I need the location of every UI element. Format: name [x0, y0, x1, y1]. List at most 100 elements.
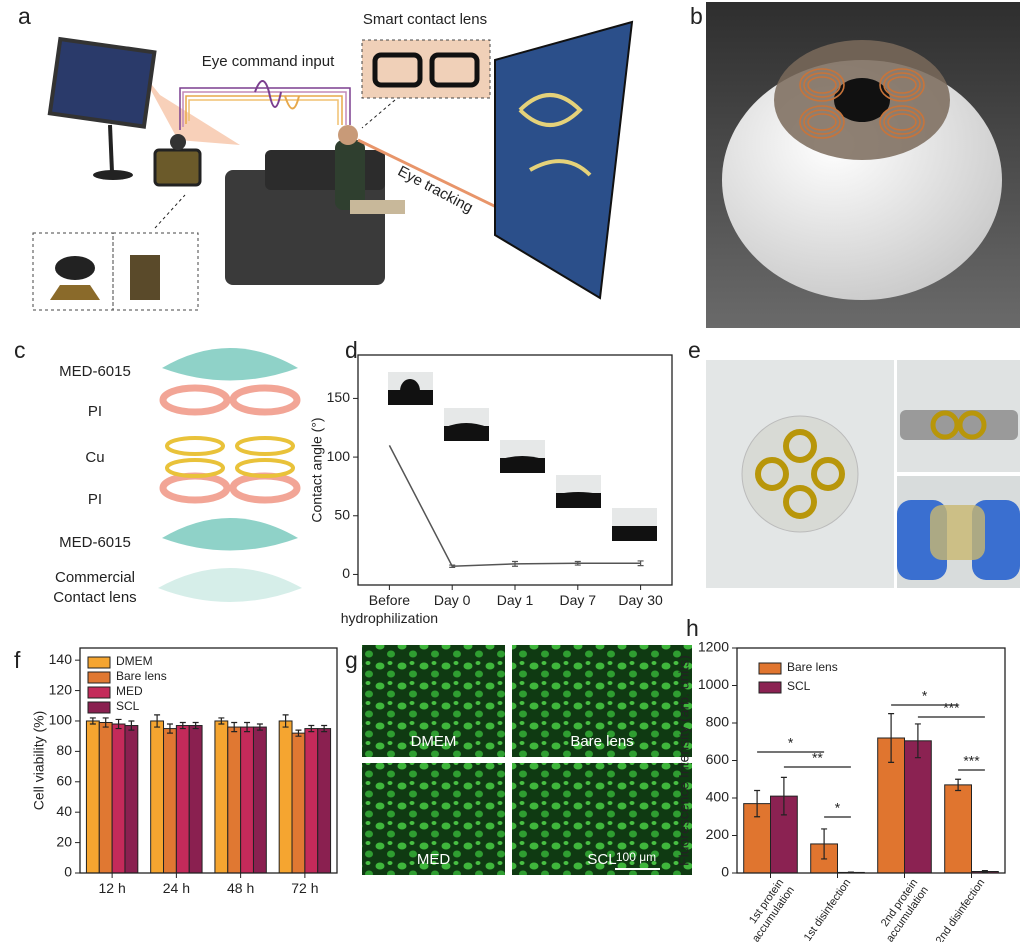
layer-cu: [165, 436, 225, 456]
error-bar: [256, 723, 263, 731]
pointer: [361, 99, 396, 129]
error-bar: [166, 723, 173, 734]
y-tick-label: 800: [706, 714, 730, 730]
bar: [163, 728, 177, 874]
illustration-label: Smart contact lens: [363, 11, 487, 28]
error-bar: [102, 717, 109, 728]
plot-frame: [79, 647, 338, 874]
x-tick-label-box: 72 h: [291, 880, 319, 896]
bar: [111, 723, 126, 874]
layer-label: Cu: [85, 449, 104, 466]
legend-label: MED: [116, 684, 143, 698]
plot-frame: [736, 647, 1006, 874]
droplet-base: [556, 493, 601, 508]
x-tick-label-box: 2nd protein accumulation: [878, 877, 931, 942]
layer-lens: [158, 568, 302, 602]
droplet-base: [388, 390, 433, 405]
glasses-inset: [361, 39, 491, 99]
coil: [811, 457, 845, 491]
painting-swirl: [518, 93, 592, 177]
bar: [304, 728, 319, 874]
micrograph: [362, 763, 505, 875]
coil: [883, 72, 921, 98]
y-tick-label: 150: [327, 389, 351, 405]
coil: [957, 410, 987, 440]
joint-part: [130, 255, 160, 300]
droplet: [558, 492, 599, 494]
layer-pi: [229, 472, 301, 504]
legend-swatch: [87, 656, 111, 669]
x-tick-label: Day 7: [559, 592, 597, 608]
bar: [98, 721, 113, 874]
error-bar: [115, 718, 122, 730]
coil: [879, 68, 925, 102]
bar: [904, 740, 932, 874]
layer-label: PI: [88, 491, 102, 508]
x-tick-label: 1st protein accumulation: [747, 877, 797, 942]
legend-label: SCL: [787, 679, 811, 693]
droplet-base: [444, 426, 489, 441]
coil: [807, 113, 837, 131]
y-tick-label: 20: [56, 833, 72, 849]
bar: [278, 720, 293, 874]
joint-base: [50, 285, 100, 300]
y-tick-label: 140: [49, 651, 73, 667]
coil: [807, 76, 837, 94]
x-tick-label: Day 30: [618, 592, 663, 608]
pupil: [834, 78, 890, 122]
micrograph: [512, 763, 692, 875]
coil: [783, 429, 817, 463]
coil: [887, 113, 917, 131]
micrograph-label: SCL: [587, 851, 616, 868]
bar: [944, 784, 973, 874]
legend-swatch: [87, 671, 111, 684]
y-tick-label: 50: [334, 506, 350, 522]
person-head: [338, 125, 358, 145]
error-bar: [888, 713, 895, 763]
x-tick-label-box: 12 h: [99, 880, 126, 896]
coil: [930, 410, 960, 440]
micrograph: [362, 645, 505, 757]
lens-stretched: [930, 505, 985, 560]
panel-letter: g: [345, 647, 358, 673]
y-tick-label: 0: [64, 864, 72, 880]
x-tick-label-box: 1st disinfection: [802, 877, 854, 942]
error-bar: [821, 828, 828, 860]
layer-cu: [235, 458, 295, 478]
legend-swatch: [87, 701, 111, 714]
x-tick-label: 48 h: [227, 880, 255, 896]
y-tick-label: 1200: [698, 639, 729, 655]
y-tick-label: 100: [327, 448, 351, 464]
significance-label: *: [835, 800, 841, 816]
robot-head: [170, 134, 186, 150]
micrograph: [512, 645, 692, 757]
error-bar: [449, 564, 456, 568]
scale-bar-label: 100 μm: [616, 850, 656, 864]
x-tick-label-box: Day 0: [434, 592, 471, 608]
panel-letter: c: [14, 337, 26, 363]
x-tick-label: Day 1: [496, 592, 534, 608]
bar: [252, 726, 267, 874]
y-tick-label: 600: [706, 751, 730, 767]
signal-line: [188, 99, 339, 125]
error-bar: [955, 778, 962, 792]
legend-label: DMEM: [116, 654, 153, 668]
error-bar: [308, 724, 315, 733]
x-tick-label: 72 h: [291, 880, 319, 896]
sofa-back: [265, 150, 385, 190]
plot-frame: [357, 354, 673, 586]
error-bar: [914, 723, 921, 759]
x-tick-label: 2nd protein accumulation: [878, 877, 931, 942]
layer-label: MED-6015: [59, 363, 131, 380]
bar: [240, 726, 254, 874]
error-bar: [218, 717, 225, 725]
legend-label: SCL: [116, 699, 140, 713]
x-tick-label-box: Day 7: [559, 592, 597, 608]
monitor-beam: [140, 70, 240, 145]
error-bar: [512, 560, 518, 567]
signal-line: [185, 95, 343, 125]
x-tick-label: 24 h: [162, 880, 190, 896]
x-tick-label-box: 1st protein accumulation: [747, 877, 797, 942]
x-tick-label-box: Day 1: [496, 592, 534, 608]
person: [335, 140, 365, 210]
